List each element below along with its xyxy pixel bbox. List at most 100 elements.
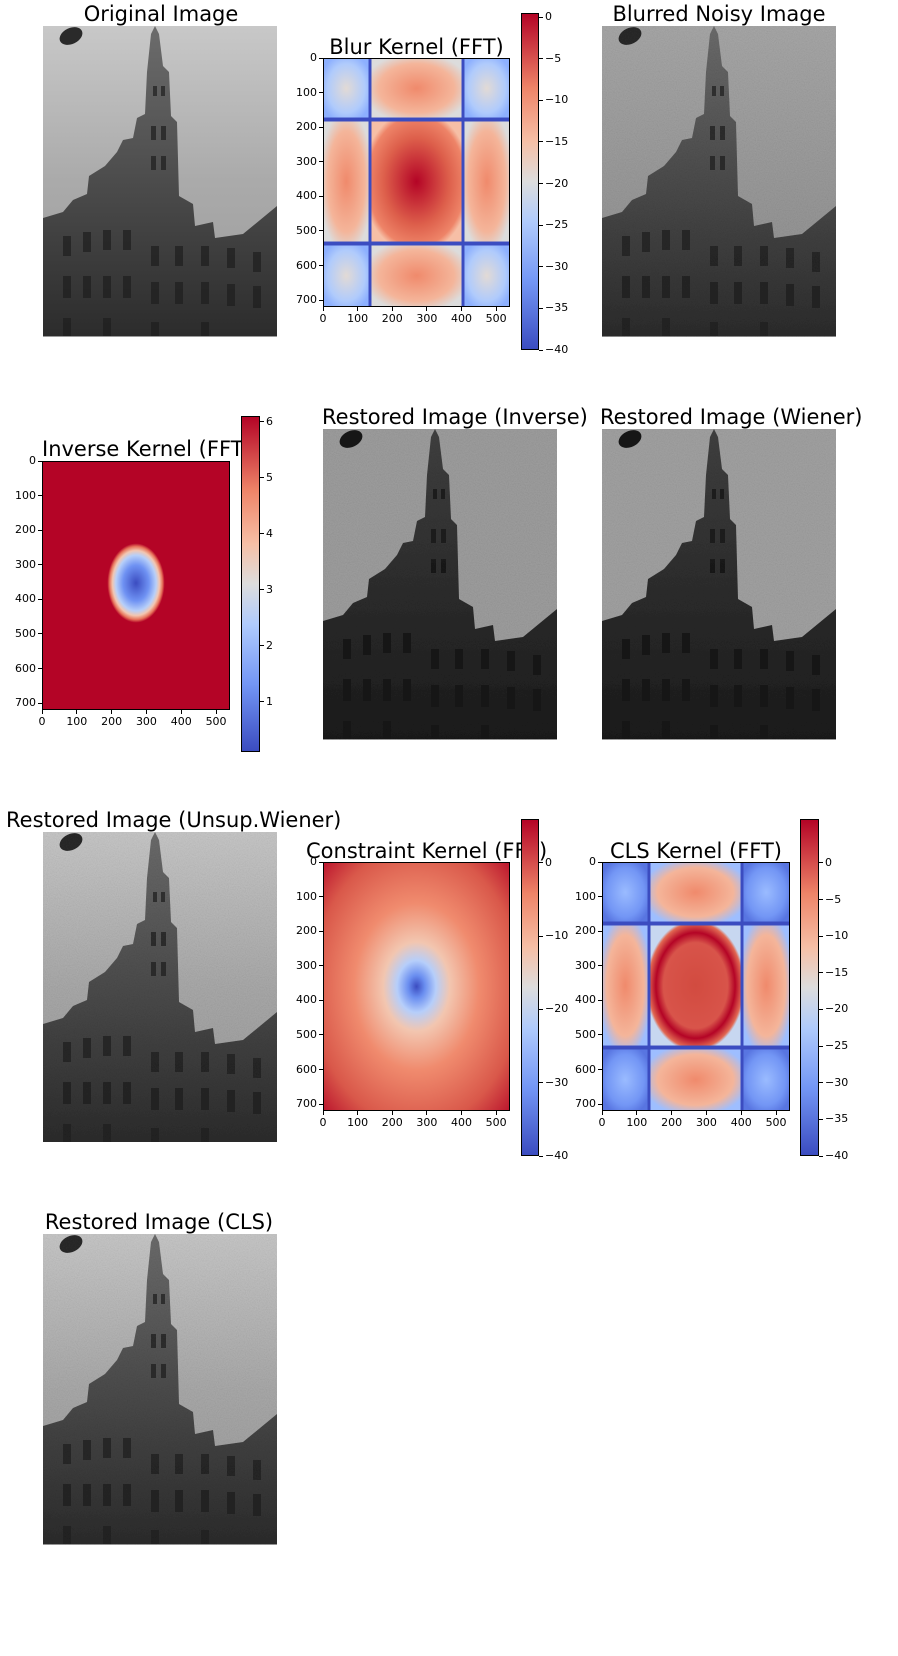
y-tick-label: 500	[296, 1027, 317, 1041]
colorbar-tick-label: −30	[545, 1075, 569, 1089]
y-tick-label: 300	[15, 557, 36, 571]
x-tick-label: 500	[765, 1116, 787, 1129]
x-tick-mark	[322, 307, 324, 311]
x-tick-label: 300	[695, 1116, 717, 1129]
y-tick-mark	[598, 1034, 602, 1036]
y-tick-mark	[319, 1103, 323, 1105]
cls-kernel-colorbar	[800, 819, 819, 1156]
y-tick-mark	[319, 161, 323, 163]
colorbar-tick-label: −40	[825, 1149, 849, 1162]
colorbar-tick-label: −5	[825, 892, 842, 906]
restored-inverse-image	[323, 429, 557, 740]
x-tick-label: 100	[626, 1116, 648, 1129]
x-tick-mark	[322, 1111, 324, 1115]
x-tick-label: 500	[485, 312, 507, 325]
constraint-kernel-heatmap	[323, 862, 510, 1111]
x-tick-label: 200	[101, 715, 123, 728]
y-tick-mark	[319, 999, 323, 1001]
y-tick-label: 500	[15, 626, 36, 640]
y-tick-label: 200	[296, 924, 317, 938]
y-tick-mark	[38, 529, 42, 531]
colorbar-tick-label: −20	[825, 1002, 849, 1016]
colorbar-tick-label: −25	[545, 218, 569, 232]
y-tick-mark	[38, 495, 42, 497]
colorbar-tick-mark	[260, 533, 264, 535]
y-tick-label: 600	[296, 1062, 317, 1076]
colorbar-tick-mark	[539, 1082, 543, 1084]
colorbar-tick-mark	[539, 224, 543, 226]
colorbar-tick-label: −10	[545, 929, 569, 943]
colorbar-tick-mark	[819, 1045, 823, 1047]
y-tick-label: 700	[296, 293, 317, 307]
colorbar-tick-mark	[819, 935, 823, 937]
colorbar-tick-mark	[539, 307, 543, 309]
cls-kernel-heatmap	[602, 862, 790, 1111]
y-tick-mark	[319, 1034, 323, 1036]
colorbar-tick-mark	[260, 701, 264, 703]
colorbar-tick-label: −15	[825, 965, 849, 979]
y-tick-label: 600	[15, 661, 36, 675]
x-tick-label: 0	[38, 715, 46, 728]
colorbar-tick-label: −5	[545, 51, 562, 65]
x-tick-label: 500	[205, 715, 227, 728]
colorbar-tick-mark	[539, 266, 543, 268]
y-tick-label: 0	[310, 855, 317, 868]
panel-title: Restored Image (Unsup.Wiener)	[6, 808, 342, 832]
x-tick-mark	[495, 307, 497, 311]
x-tick-label: 500	[485, 1116, 507, 1129]
y-tick-mark	[319, 126, 323, 128]
x-tick-mark	[111, 710, 113, 714]
y-tick-mark	[598, 1069, 602, 1070]
colorbar-tick-label: −35	[825, 1112, 849, 1126]
y-tick-mark	[598, 999, 602, 1001]
y-tick-mark	[319, 57, 323, 59]
colorbar-tick-mark	[539, 1008, 543, 1010]
y-tick-mark	[38, 564, 42, 566]
colorbar-tick-mark	[539, 862, 543, 864]
x-tick-mark	[215, 710, 217, 714]
x-tick-mark	[426, 1111, 428, 1115]
colorbar-tick-label: 6	[266, 414, 273, 428]
colorbar-tick-mark	[539, 349, 543, 351]
y-tick-mark	[38, 598, 42, 600]
x-tick-label: 300	[135, 715, 157, 728]
panel-title: Blurred Noisy Image	[612, 2, 826, 26]
x-tick-label: 0	[319, 1116, 327, 1129]
x-tick-mark	[461, 307, 463, 311]
x-tick-label: 300	[416, 312, 438, 325]
colorbar-tick-mark	[539, 16, 543, 18]
y-tick-label: 400	[296, 993, 317, 1007]
colorbar-tick-label: 4	[266, 526, 273, 540]
blur-kernel-colorbar	[521, 13, 539, 350]
panel-title: CLS Kernel (FFT)	[609, 839, 783, 863]
y-tick-mark	[598, 965, 602, 967]
x-tick-mark	[461, 1111, 463, 1115]
inverse-kernel-heatmap	[42, 461, 230, 710]
y-tick-label: 400	[575, 993, 596, 1007]
x-tick-label: 200	[381, 312, 403, 325]
y-tick-mark	[319, 930, 323, 932]
colorbar-tick-label: 3	[266, 582, 273, 596]
y-tick-mark	[319, 299, 323, 301]
y-tick-label: 500	[575, 1027, 596, 1041]
panel-title: Restored Image (Wiener)	[600, 405, 863, 429]
y-tick-mark	[598, 861, 602, 863]
x-tick-label: 0	[319, 312, 327, 325]
y-tick-mark	[38, 460, 42, 462]
colorbar-tick-mark	[539, 141, 543, 143]
x-tick-label: 200	[381, 1116, 403, 1129]
y-tick-label: 600	[575, 1062, 596, 1076]
y-tick-mark	[598, 930, 602, 932]
x-tick-mark	[76, 710, 78, 714]
restored-cls-image	[43, 1234, 277, 1545]
panel-title: Inverse Kernel (FFT)	[42, 437, 252, 461]
x-tick-mark	[180, 710, 182, 714]
colorbar-tick-mark	[819, 1008, 823, 1010]
y-tick-mark	[38, 668, 42, 669]
colorbar-tick-label: 5	[266, 470, 273, 484]
x-tick-label: 400	[451, 312, 473, 325]
colorbar-tick-mark	[819, 972, 823, 974]
colorbar-tick-mark	[539, 183, 543, 185]
y-tick-label: 100	[296, 889, 317, 903]
y-tick-mark	[319, 230, 323, 232]
